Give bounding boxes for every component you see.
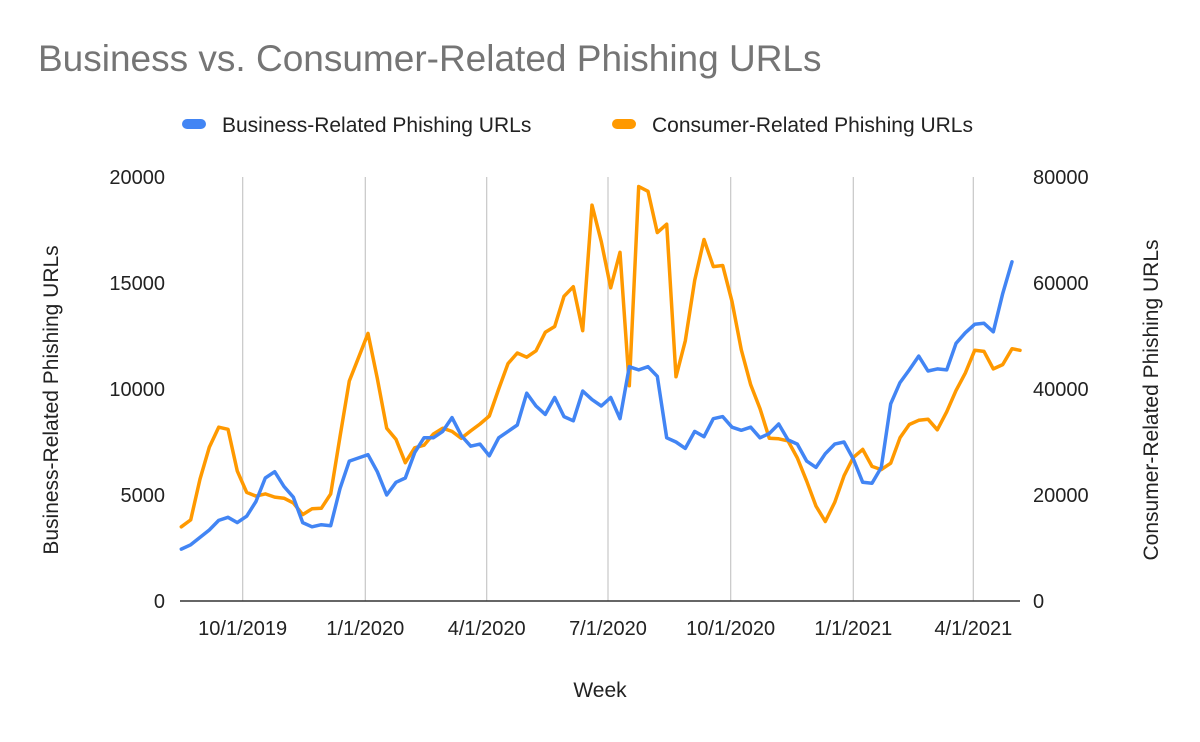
y-right-tick-label: 40000 <box>1033 379 1089 401</box>
legend: Business-Related Phishing URLs Consumer-R… <box>182 114 973 137</box>
x-tick-label: 4/1/2021 <box>934 618 1012 640</box>
y-left-tick-label: 0 <box>154 591 165 613</box>
y-right-tick-label: 20000 <box>1033 485 1089 507</box>
y-left-tick-label: 5000 <box>121 485 166 507</box>
x-tick-label: 1/1/2021 <box>814 618 892 640</box>
x-tick-label: 4/1/2020 <box>448 618 526 640</box>
series-lines <box>179 184 1022 551</box>
y-axis-right-label: Consumer-Related Phishing URLs <box>1140 240 1163 561</box>
chart-title: Business vs. Consumer-Related Phishing U… <box>38 38 822 79</box>
x-tick-label: 1/1/2020 <box>326 618 404 640</box>
legend-item: Business-Related Phishing URLs <box>182 114 531 137</box>
x-tick-label: 10/1/2019 <box>198 618 287 640</box>
legend-item: Consumer-Related Phishing URLs <box>612 114 973 137</box>
series-line <box>179 184 1022 529</box>
left-axis-ticks: 0 5000 10000 15000 20000 <box>109 167 165 613</box>
series-line <box>179 260 1014 551</box>
x-tick-label: 7/1/2020 <box>569 618 647 640</box>
y-right-tick-label: 60000 <box>1033 273 1089 295</box>
legend-swatch <box>612 119 636 129</box>
y-right-tick-label: 80000 <box>1033 167 1089 189</box>
gridlines <box>242 177 974 601</box>
y-left-tick-label: 10000 <box>109 379 165 401</box>
y-left-tick-label: 15000 <box>109 273 165 295</box>
x-axis-label: Week <box>573 679 627 702</box>
legend-swatch <box>182 119 206 129</box>
legend-label: Business-Related Phishing URLs <box>222 114 531 137</box>
y-left-tick-label: 20000 <box>109 167 165 189</box>
y-axis-left-label: Business-Related Phishing URLs <box>40 245 63 554</box>
x-tick-label: 10/1/2020 <box>686 618 775 640</box>
x-axis-ticks: 10/1/2019 1/1/2020 4/1/2020 7/1/2020 10/1/20… <box>198 618 1012 640</box>
legend-label: Consumer-Related Phishing URLs <box>652 114 973 137</box>
y-right-tick-label: 0 <box>1033 591 1044 613</box>
right-axis-ticks: 0 20000 40000 60000 80000 <box>1033 167 1089 613</box>
